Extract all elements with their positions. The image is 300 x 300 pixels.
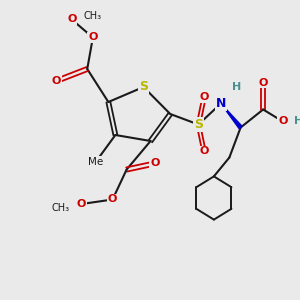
Text: H: H (294, 116, 300, 127)
Text: O: O (278, 116, 287, 127)
Text: O: O (52, 76, 61, 86)
Text: CH₃: CH₃ (52, 202, 70, 213)
Text: O: O (77, 199, 86, 209)
Text: Me: Me (88, 157, 103, 167)
Text: N: N (216, 97, 226, 110)
Text: O: O (199, 146, 209, 157)
Text: O: O (88, 32, 98, 43)
Text: H: H (232, 82, 241, 92)
Text: O: O (150, 158, 160, 169)
Polygon shape (221, 103, 242, 129)
Text: O: O (199, 92, 209, 103)
Text: O: O (258, 77, 268, 88)
Text: S: S (139, 80, 148, 94)
Text: S: S (194, 118, 203, 131)
Text: O: O (67, 14, 76, 25)
Text: CH₃: CH₃ (84, 11, 102, 21)
Text: O: O (108, 194, 117, 205)
